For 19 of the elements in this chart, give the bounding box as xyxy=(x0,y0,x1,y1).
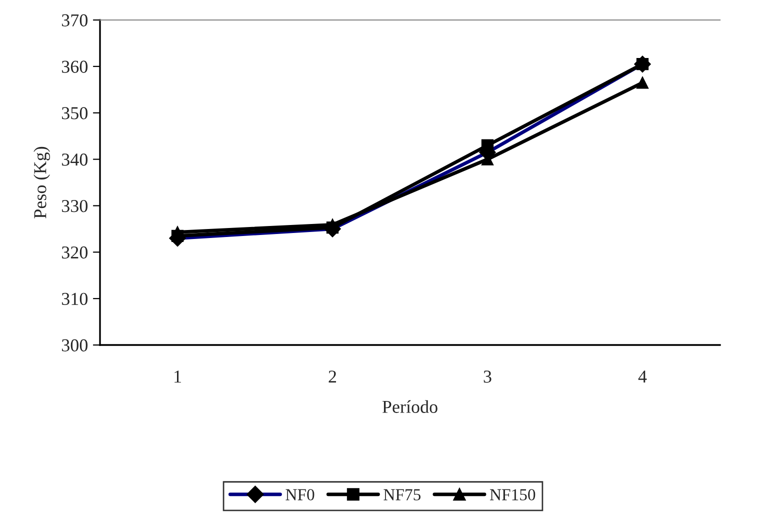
x-tick-label: 2 xyxy=(328,370,336,383)
y-tick-label: 330 xyxy=(62,200,88,212)
legend-label: NF150 xyxy=(490,489,536,500)
legend-label: NF75 xyxy=(384,489,420,500)
point xyxy=(481,139,494,152)
x-tick-label: 4 xyxy=(638,370,647,383)
x-tick-label: 1 xyxy=(174,370,181,383)
point xyxy=(636,76,649,89)
x-axis-title: Período xyxy=(382,400,438,413)
y-tick-label: 340 xyxy=(62,154,88,166)
y-tick-label: 310 xyxy=(62,292,88,306)
x-tick-label: 3 xyxy=(484,370,492,383)
y-tick-label: 360 xyxy=(62,60,88,73)
y-tick-label: 370 xyxy=(62,14,88,26)
y-tick-label: 320 xyxy=(62,246,88,259)
legend-label: NF0 xyxy=(286,489,314,500)
y-axis-title: Peso (Kg) xyxy=(34,146,50,218)
y-tick-label: 300 xyxy=(62,339,88,352)
y-tick-label: 350 xyxy=(62,107,88,120)
